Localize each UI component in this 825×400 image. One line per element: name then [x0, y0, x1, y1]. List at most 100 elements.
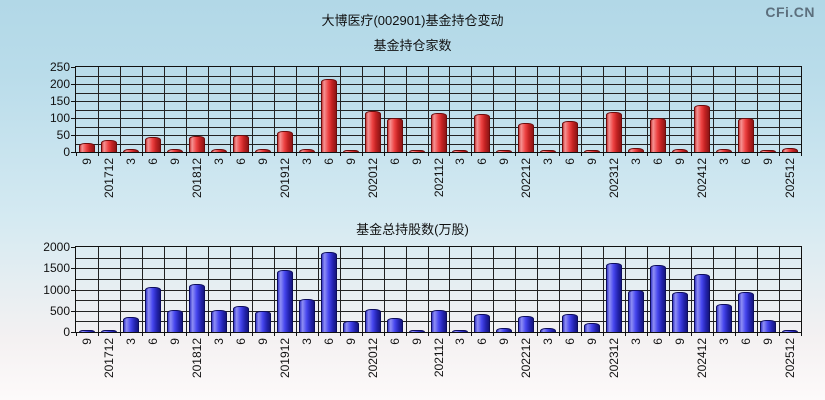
x-axis-label: 202412 [695, 158, 710, 199]
x-axis-label: 6 [145, 158, 160, 165]
y-axis-tick [71, 101, 76, 102]
x-axis-label: 202512 [783, 338, 797, 379]
bar [474, 313, 491, 332]
gridline-v [647, 247, 649, 332]
gridline-v [251, 247, 253, 332]
bar [584, 323, 601, 332]
gridline-v [735, 67, 737, 152]
x-axis-label: 3 [211, 158, 226, 165]
x-axis-tick [603, 152, 605, 156]
x-axis-label: 202112 [431, 158, 446, 198]
gridline-v [625, 247, 627, 332]
bar [188, 136, 205, 152]
gridline-v [625, 67, 627, 152]
gridline-v [691, 247, 693, 332]
bar [738, 292, 755, 332]
gridline-v [603, 247, 605, 332]
gridline-h [76, 92, 801, 94]
x-axis-tick [493, 332, 495, 336]
x-axis-tick [119, 332, 121, 336]
bar [628, 148, 645, 152]
x-axis-label: 202012 [365, 158, 380, 199]
x-axis-tick [625, 152, 627, 156]
x-axis-tick [735, 152, 737, 156]
bar [716, 303, 733, 332]
x-axis-tick [119, 152, 121, 156]
gridline-v [207, 67, 209, 152]
x-axis-tick [735, 332, 737, 336]
y-axis-tick [71, 332, 76, 333]
bar [298, 298, 315, 332]
x-axis-tick [559, 152, 561, 156]
gridline-v [713, 247, 715, 332]
bar [276, 131, 293, 152]
x-axis-tick [713, 152, 715, 156]
x-axis-label: 3 [453, 338, 468, 345]
x-axis-label: 9 [167, 338, 182, 345]
x-axis-tick [669, 152, 671, 156]
bar [474, 113, 491, 152]
y-axis-tick [71, 247, 76, 248]
x-axis-label: 201912 [277, 158, 292, 199]
x-axis-tick [339, 332, 341, 336]
y-axis-tick [71, 152, 76, 153]
gridline-v [273, 247, 275, 332]
x-axis-tick [141, 152, 143, 156]
gridline-v [185, 67, 187, 152]
gridline-v [317, 67, 319, 152]
gridline-v [603, 67, 605, 152]
gridline-v [427, 247, 429, 332]
x-axis-tick [317, 152, 319, 156]
bar [254, 148, 271, 152]
x-axis-label: 9 [497, 158, 512, 165]
bar [496, 149, 513, 152]
x-axis-tick [757, 332, 759, 336]
gridline-v [163, 67, 165, 152]
x-axis-tick [559, 332, 561, 336]
x-axis-label: 202512 [783, 158, 797, 199]
bar [562, 313, 579, 332]
x-axis-label: 202112 [431, 338, 446, 378]
gridline-v [141, 67, 143, 152]
bar [188, 284, 205, 332]
gridline-h [76, 75, 801, 77]
x-axis-tick [691, 152, 693, 156]
x-axis-label: 202212 [519, 338, 534, 379]
gridline-v [581, 67, 583, 152]
x-axis-label: 9 [761, 338, 776, 345]
gridline-v [427, 67, 429, 152]
gridline-v [537, 247, 539, 332]
bar [650, 117, 667, 152]
bar [562, 121, 579, 152]
x-axis-label: 9 [673, 338, 688, 345]
x-axis-tick [251, 152, 253, 156]
bar [342, 150, 359, 152]
gridline-v [295, 67, 297, 152]
bar [320, 252, 337, 332]
x-axis-label: 202312 [607, 338, 622, 379]
x-axis-label: 3 [717, 338, 732, 345]
x-axis-label: 202212 [519, 158, 534, 199]
x-axis-label: 6 [387, 338, 402, 345]
bar [210, 310, 227, 332]
x-axis-label: 3 [629, 158, 644, 165]
x-axis-tick [779, 332, 781, 336]
x-axis-tick [163, 332, 165, 336]
x-axis-label: 9 [673, 158, 688, 165]
x-axis-label: 9 [255, 338, 270, 345]
gridline-v [361, 247, 363, 332]
x-axis-label: 9 [497, 338, 512, 345]
gridline-h [76, 278, 801, 280]
bar [782, 148, 798, 152]
x-axis-label: 202012 [365, 338, 380, 379]
x-axis-label: 201912 [277, 338, 292, 379]
x-axis-tick [757, 152, 759, 156]
x-axis-tick [339, 152, 341, 156]
gridline-v [757, 247, 759, 332]
bar [364, 308, 381, 332]
gridline-v [207, 247, 209, 332]
y-axis-tick [71, 118, 76, 119]
bar [518, 122, 535, 152]
gridline-v [119, 247, 121, 332]
gridline-v [383, 247, 385, 332]
